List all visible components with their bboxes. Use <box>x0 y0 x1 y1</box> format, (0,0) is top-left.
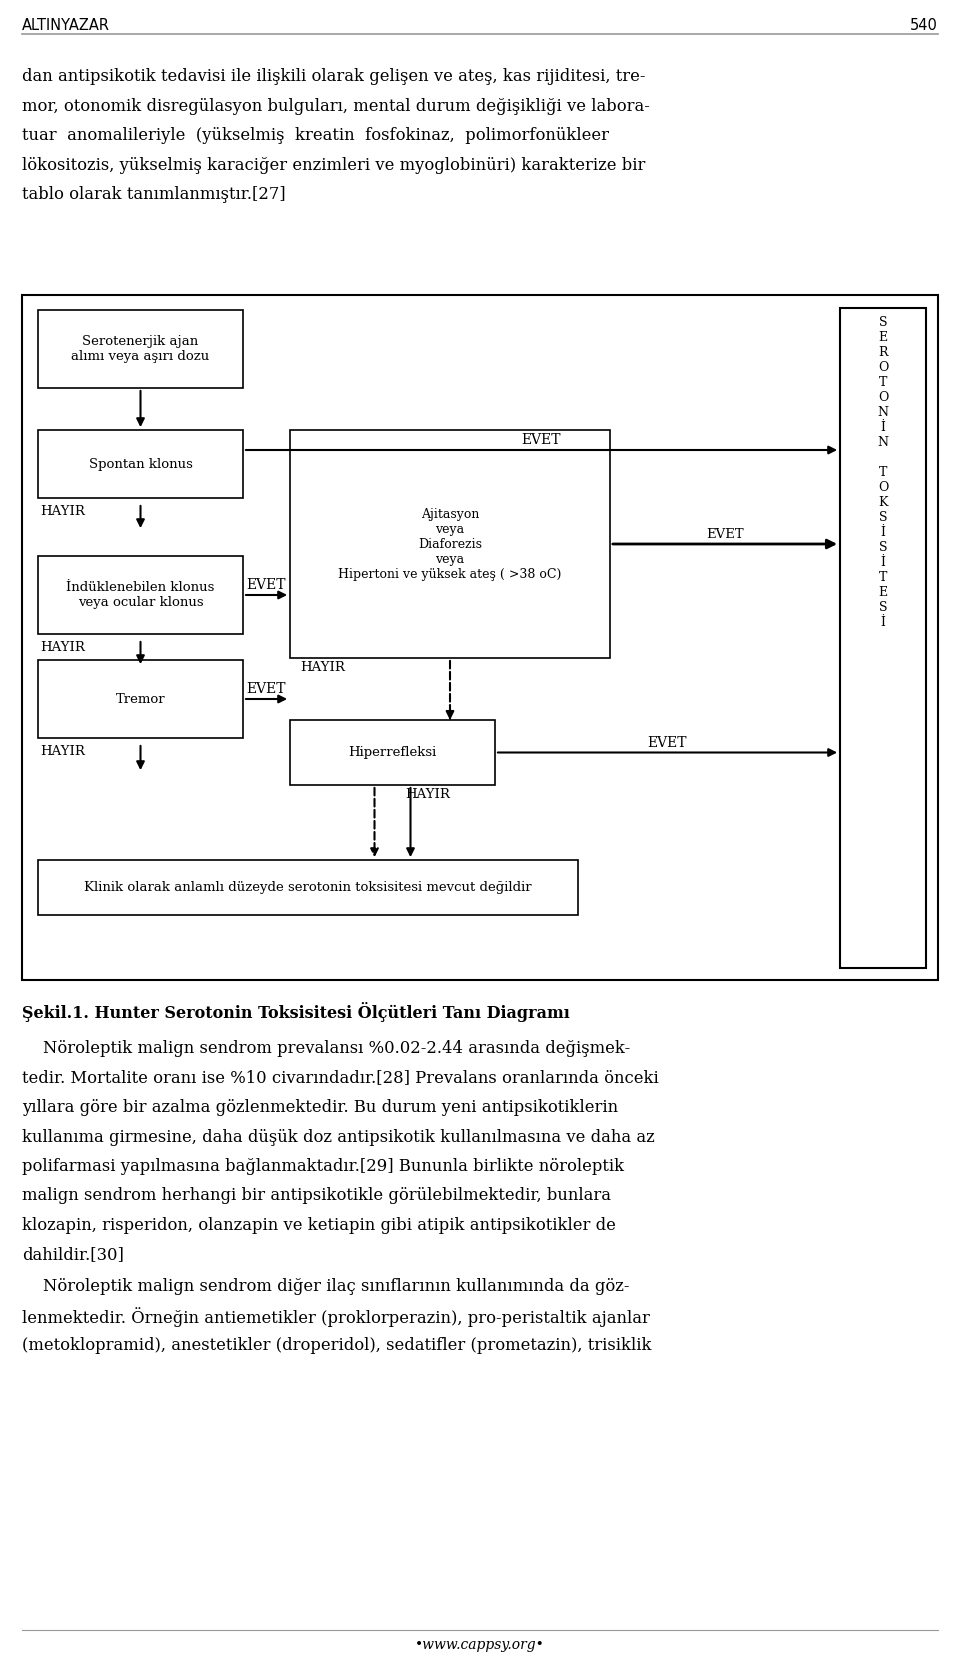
Text: 540: 540 <box>910 18 938 33</box>
Text: EVET: EVET <box>707 528 744 541</box>
Text: EVET: EVET <box>648 735 687 750</box>
Text: lenmektedir. Örneğin antiemetikler (proklorperazin), pro-peristaltik ajanlar: lenmektedir. Örneğin antiemetikler (prok… <box>22 1308 650 1328</box>
Text: HAYIR: HAYIR <box>40 505 84 518</box>
Text: klozapin, risperidon, olanzapin ve ketiapin gibi atipik antipsikotikler de: klozapin, risperidon, olanzapin ve ketia… <box>22 1216 616 1235</box>
Text: (metoklopramid), anestetikler (droperidol), sedatifler (prometazin), trisiklik: (metoklopramid), anestetikler (droperido… <box>22 1338 652 1354</box>
Text: HAYIR: HAYIR <box>40 745 84 758</box>
Text: HAYIR: HAYIR <box>40 641 84 655</box>
Text: Nöroleptik malign sendrom diğer ilaç sınıflarının kullanımında da göz-: Nöroleptik malign sendrom diğer ilaç sın… <box>22 1278 630 1294</box>
Text: Ajitasyon
veya
Diaforezis
veya
Hipertoni ve yüksek ateş ( >38 oC): Ajitasyon veya Diaforezis veya Hipertoni… <box>338 508 562 580</box>
Bar <box>38 310 243 388</box>
Text: tuar  anomalileriyle  (yükselmiş  kreatin  fosfokinaz,  polimorfonükleer: tuar anomalileriyle (yükselmiş kreatin f… <box>22 127 609 143</box>
Bar <box>38 860 578 915</box>
Text: polifarmasi yapılmasına bağlanmaktadır.[29] Bununla birlikte nöroleptik: polifarmasi yapılmasına bağlanmaktadır.[… <box>22 1158 624 1175</box>
Text: HAYIR: HAYIR <box>405 788 450 801</box>
Text: Tremor: Tremor <box>116 693 165 705</box>
Text: Serotenerjik ajan
alımı veya aşırı dozu: Serotenerjik ajan alımı veya aşırı dozu <box>71 335 209 363</box>
Text: İndüklenebilen klonus
veya ocular klonus: İndüklenebilen klonus veya ocular klonus <box>66 581 215 610</box>
Bar <box>290 430 610 658</box>
Text: S
E
R
O
T
O
N
İ
N
 
T
O
K
S
İ
S
İ
T
E
S
İ: S E R O T O N İ N T O K S İ S İ T E S İ <box>877 317 889 630</box>
Text: Nöroleptik malign sendrom prevalansı %0.02-2.44 arasında değişmek-: Nöroleptik malign sendrom prevalansı %0.… <box>22 1040 631 1056</box>
Text: EVET: EVET <box>521 433 562 446</box>
Text: tablo olarak tanımlanmıştır.[27]: tablo olarak tanımlanmıştır.[27] <box>22 187 286 203</box>
Text: tedir. Mortalite oranı ise %10 civarındadır.[28] Prevalans oranlarında önceki: tedir. Mortalite oranı ise %10 civarında… <box>22 1070 659 1086</box>
Bar <box>38 430 243 498</box>
Text: yıllara göre bir azalma gözlenmektedir. Bu durum yeni antipsikotiklerin: yıllara göre bir azalma gözlenmektedir. … <box>22 1100 618 1116</box>
Text: lökositozis, yükselmiş karaciğer enzimleri ve myoglobinüri) karakterize bir: lökositozis, yükselmiş karaciğer enzimle… <box>22 157 645 173</box>
Text: Şekil.1. Hunter Serotonin Toksisitesi Ölçütleri Tanı Diagramı: Şekil.1. Hunter Serotonin Toksisitesi Öl… <box>22 1001 569 1021</box>
Text: dahildir.[30]: dahildir.[30] <box>22 1246 124 1263</box>
Bar <box>840 308 926 968</box>
Text: Hiperrefleksi: Hiperrefleksi <box>348 746 437 760</box>
Text: •www.cappsy.org•: •www.cappsy.org• <box>415 1638 545 1653</box>
Text: kullanıma girmesine, daha düşük doz antipsikotik kullanılmasına ve daha az: kullanıma girmesine, daha düşük doz anti… <box>22 1128 655 1146</box>
Text: ALTINYAZAR: ALTINYAZAR <box>22 18 110 33</box>
Text: Spontan klonus: Spontan klonus <box>88 458 192 470</box>
Text: HAYIR: HAYIR <box>300 661 345 675</box>
Text: dan antipsikotik tedavisi ile ilişkili olarak gelişen ve ateş, kas rijiditesi, t: dan antipsikotik tedavisi ile ilişkili o… <box>22 68 645 85</box>
Text: Klinik olarak anlamlı düzeyde serotonin toksisitesi mevcut değildir: Klinik olarak anlamlı düzeyde serotonin … <box>84 881 532 895</box>
Text: EVET: EVET <box>247 681 286 696</box>
Bar <box>290 720 495 785</box>
Text: malign sendrom herhangi bir antipsikotikle görülebilmektedir, bunlara: malign sendrom herhangi bir antipsikotik… <box>22 1188 611 1205</box>
Text: EVET: EVET <box>247 578 286 591</box>
Bar <box>38 660 243 738</box>
Bar <box>38 556 243 635</box>
Bar <box>22 295 938 980</box>
Text: mor, otonomik disregülasyon bulguları, mental durum değişikliği ve labora-: mor, otonomik disregülasyon bulguları, m… <box>22 98 650 115</box>
